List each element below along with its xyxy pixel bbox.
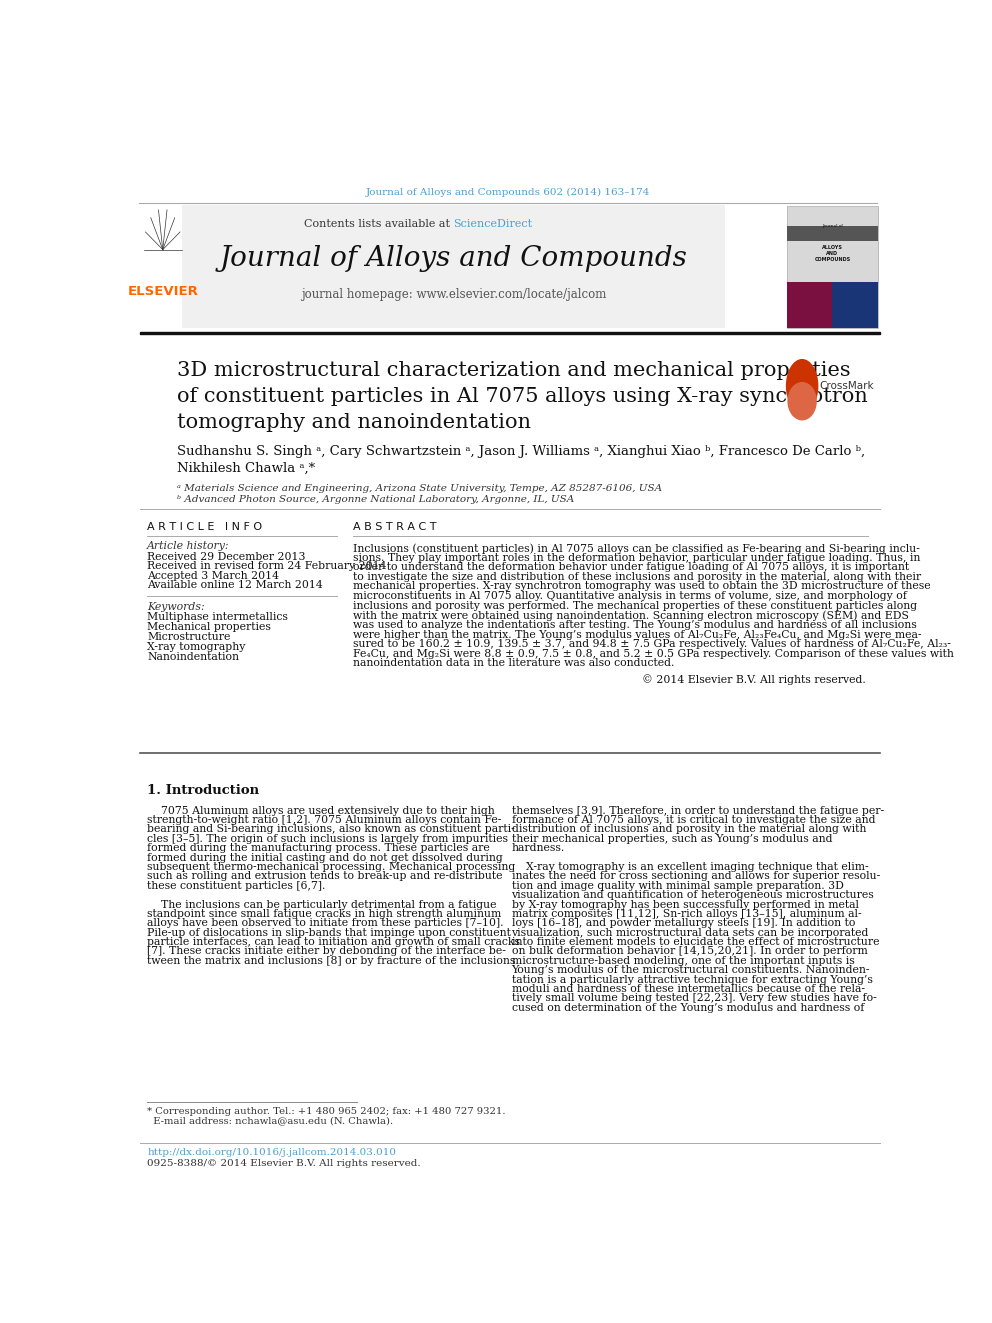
- Text: visualization and quantification of heterogeneous microstructures: visualization and quantification of hete…: [512, 890, 874, 900]
- Text: http://dx.doi.org/10.1016/j.jallcom.2014.03.010: http://dx.doi.org/10.1016/j.jallcom.2014…: [147, 1148, 396, 1158]
- Bar: [140, 205, 183, 328]
- Text: 1. Introduction: 1. Introduction: [147, 785, 259, 796]
- Text: The inclusions can be particularly detrimental from a fatigue: The inclusions can be particularly detri…: [147, 900, 497, 909]
- Text: distribution of inclusions and porosity in the material along with: distribution of inclusions and porosity …: [512, 824, 866, 835]
- Text: Inclusions (constituent particles) in Al 7075 alloys can be classified as Fe-bea: Inclusions (constituent particles) in Al…: [352, 542, 920, 553]
- Text: order to understand the deformation behavior under fatigue loading of Al 7075 al: order to understand the deformation beha…: [352, 562, 909, 573]
- Text: Nanoindentation: Nanoindentation: [147, 652, 239, 663]
- Text: CrossMark: CrossMark: [819, 381, 874, 390]
- Text: tion and image quality with minimal sample preparation. 3D: tion and image quality with minimal samp…: [512, 881, 843, 890]
- Text: hardness.: hardness.: [512, 843, 564, 853]
- Text: formance of Al 7075 alloys, it is critical to investigate the size and: formance of Al 7075 alloys, it is critic…: [512, 815, 875, 826]
- Text: with the matrix were obtained using nanoindentation. Scanning electron microscop: with the matrix were obtained using nano…: [352, 610, 909, 620]
- Text: Pile-up of dislocations in slip-bands that impinge upon constituent: Pile-up of dislocations in slip-bands th…: [147, 927, 511, 938]
- Text: their mechanical properties, such as Young’s modulus and: their mechanical properties, such as You…: [512, 833, 832, 844]
- Text: Nikhilesh Chawla ᵃ,*: Nikhilesh Chawla ᵃ,*: [177, 462, 314, 475]
- Text: formed during the initial casting and do not get dissolved during: formed during the initial casting and do…: [147, 852, 503, 863]
- Text: tation is a particularly attractive technique for extracting Young’s: tation is a particularly attractive tech…: [512, 975, 872, 984]
- Text: alloys have been observed to initiate from these particles [7–10].: alloys have been observed to initiate fr…: [147, 918, 504, 929]
- Text: loys [16–18], and powder metallurgy steels [19]. In addition to: loys [16–18], and powder metallurgy stee…: [512, 918, 855, 929]
- Text: standpoint since small fatigue cracks in high strength aluminum: standpoint since small fatigue cracks in…: [147, 909, 502, 919]
- Text: X-ray tomography: X-ray tomography: [147, 643, 246, 652]
- Text: ᵃ Materials Science and Engineering, Arizona State University, Tempe, AZ 85287-6: ᵃ Materials Science and Engineering, Ari…: [177, 484, 662, 492]
- Text: Journal of Alloys and Compounds: Journal of Alloys and Compounds: [219, 245, 687, 273]
- Text: such as rolling and extrusion tends to break-up and re-distribute: such as rolling and extrusion tends to b…: [147, 872, 503, 881]
- Text: matrix composites [11,12], Sn-rich alloys [13–15], aluminum al-: matrix composites [11,12], Sn-rich alloy…: [512, 909, 861, 919]
- Text: ᵇ Advanced Photon Source, Argonne National Laboratory, Argonne, IL, USA: ᵇ Advanced Photon Source, Argonne Nation…: [177, 495, 574, 504]
- Text: A B S T R A C T: A B S T R A C T: [352, 523, 436, 532]
- Text: X-ray tomography is an excellent imaging technique that elim-: X-ray tomography is an excellent imaging…: [512, 861, 868, 872]
- Text: Mechanical properties: Mechanical properties: [147, 622, 271, 632]
- Text: inates the need for cross sectioning and allows for superior resolu-: inates the need for cross sectioning and…: [512, 872, 880, 881]
- Text: sured to be 160.2 ± 10.9, 139.5 ± 3.7, and 94.8 ± 7.5 GPa respectively. Values o: sured to be 160.2 ± 10.9, 139.5 ± 3.7, a…: [352, 639, 950, 650]
- Text: * Corresponding author. Tel.: +1 480 965 2402; fax: +1 480 727 9321.: * Corresponding author. Tel.: +1 480 965…: [147, 1107, 506, 1117]
- Text: ELSEVIER: ELSEVIER: [127, 284, 198, 298]
- Ellipse shape: [786, 359, 818, 413]
- Text: themselves [3,9]. Therefore, in order to understand the fatigue per-: themselves [3,9]. Therefore, in order to…: [512, 806, 884, 815]
- Text: on bulk deformation behavior [14,15,20,21]. In order to perform: on bulk deformation behavior [14,15,20,2…: [512, 946, 867, 957]
- Text: Accepted 3 March 2014: Accepted 3 March 2014: [147, 570, 280, 581]
- Text: particle interfaces, can lead to initiation and growth of small cracks: particle interfaces, can lead to initiat…: [147, 937, 520, 947]
- Text: microstructure-based modeling, one of the important inputs is: microstructure-based modeling, one of th…: [512, 955, 854, 966]
- Text: Journal of: Journal of: [822, 225, 843, 229]
- Text: strength-to-weight ratio [1,2]. 7075 Aluminum alloys contain Fe-: strength-to-weight ratio [1,2]. 7075 Alu…: [147, 815, 502, 826]
- Text: subsequent thermo-mechanical processing. Mechanical processing: subsequent thermo-mechanical processing.…: [147, 861, 516, 872]
- Bar: [183, 205, 724, 328]
- Text: A R T I C L E   I N F O: A R T I C L E I N F O: [147, 523, 262, 532]
- Text: Received 29 December 2013: Received 29 December 2013: [147, 552, 306, 562]
- Text: Contents lists available at: Contents lists available at: [304, 218, 453, 229]
- Text: was used to analyze the indentations after testing. The Young’s modulus and hard: was used to analyze the indentations aft…: [352, 620, 917, 630]
- Text: of constituent particles in Al 7075 alloys using X-ray synchrotron: of constituent particles in Al 7075 allo…: [177, 386, 867, 406]
- Text: to investigate the size and distribution of these inclusions and porosity in the: to investigate the size and distribution…: [352, 572, 921, 582]
- Text: Available online 12 March 2014: Available online 12 March 2014: [147, 579, 323, 590]
- Text: ScienceDirect: ScienceDirect: [453, 218, 533, 229]
- Text: [7]. These cracks initiate either by debonding of the interface be-: [7]. These cracks initiate either by deb…: [147, 946, 506, 957]
- Text: journal homepage: www.elsevier.com/locate/jalcom: journal homepage: www.elsevier.com/locat…: [301, 288, 606, 302]
- Text: Microstructure: Microstructure: [147, 632, 230, 642]
- Text: cused on determination of the Young’s modulus and hardness of: cused on determination of the Young’s mo…: [512, 1003, 864, 1013]
- Text: microconstituents in Al 7075 alloy. Quantitative analysis in terms of volume, si: microconstituents in Al 7075 alloy. Quan…: [352, 591, 907, 601]
- Text: formed during the manufacturing process. These particles are: formed during the manufacturing process.…: [147, 843, 490, 853]
- Text: 7075 Aluminum alloys are used extensively due to their high: 7075 Aluminum alloys are used extensivel…: [147, 806, 495, 815]
- Bar: [787, 226, 878, 241]
- Text: visualization, such microstructural data sets can be incorporated: visualization, such microstructural data…: [512, 927, 869, 938]
- Text: into finite element models to elucidate the effect of microstructure: into finite element models to elucidate …: [512, 937, 879, 947]
- Text: moduli and hardness of these intermetallics because of the rela-: moduli and hardness of these intermetall…: [512, 984, 864, 994]
- Text: tween the matrix and inclusions [8] or by fracture of the inclusions: tween the matrix and inclusions [8] or b…: [147, 955, 516, 966]
- Text: sions. They play important roles in the deformation behavior, particular under f: sions. They play important roles in the …: [352, 553, 920, 562]
- Bar: [140, 332, 880, 335]
- Text: © 2014 Elsevier B.V. All rights reserved.: © 2014 Elsevier B.V. All rights reserved…: [642, 675, 866, 685]
- Text: E-mail address: nchawla@asu.edu (N. Chawla).: E-mail address: nchawla@asu.edu (N. Chaw…: [147, 1117, 394, 1126]
- Text: Young’s modulus of the microstructural constituents. Nanoinden-: Young’s modulus of the microstructural c…: [512, 966, 870, 975]
- Text: bearing and Si-bearing inclusions, also known as constituent parti-: bearing and Si-bearing inclusions, also …: [147, 824, 515, 835]
- Text: tomography and nanoindentation: tomography and nanoindentation: [177, 413, 531, 431]
- Text: inclusions and porosity was performed. The mechanical properties of these consti: inclusions and porosity was performed. T…: [352, 601, 917, 611]
- Text: cles [3–5]. The origin of such inclusions is largely from impurities: cles [3–5]. The origin of such inclusion…: [147, 833, 508, 844]
- Text: Multiphase intermetallics: Multiphase intermetallics: [147, 613, 288, 622]
- Text: 3D microstructural characterization and mechanical properties: 3D microstructural characterization and …: [177, 360, 850, 380]
- Bar: [832, 282, 878, 328]
- Text: mechanical properties. X-ray synchrotron tomography was used to obtain the 3D mi: mechanical properties. X-ray synchrotron…: [352, 582, 930, 591]
- Text: Fe₄Cu, and Mg₂Si were 8.8 ± 0.9, 7.5 ± 0.8, and 5.2 ± 0.5 GPa respectively. Comp: Fe₄Cu, and Mg₂Si were 8.8 ± 0.9, 7.5 ± 0…: [352, 648, 953, 659]
- Ellipse shape: [788, 382, 816, 421]
- Text: Sudhanshu S. Singh ᵃ, Cary Schwartzstein ᵃ, Jason J. Williams ᵃ, Xianghui Xiao ᵇ: Sudhanshu S. Singh ᵃ, Cary Schwartzstein…: [177, 446, 865, 458]
- Text: Article history:: Article history:: [147, 541, 230, 552]
- Text: ALLOYS
AND
COMPOUNDS: ALLOYS AND COMPOUNDS: [814, 246, 850, 262]
- Text: nanoindentation data in the literature was also conducted.: nanoindentation data in the literature w…: [352, 659, 674, 668]
- Text: 0925-8388/© 2014 Elsevier B.V. All rights reserved.: 0925-8388/© 2014 Elsevier B.V. All right…: [147, 1159, 421, 1168]
- Text: tively small volume being tested [22,23]. Very few studies have fo-: tively small volume being tested [22,23]…: [512, 994, 876, 1003]
- Text: these constituent particles [6,7].: these constituent particles [6,7].: [147, 881, 325, 890]
- Bar: [787, 282, 832, 328]
- Text: by X-ray tomography has been successfully performed in metal: by X-ray tomography has been successfull…: [512, 900, 858, 909]
- Text: were higher than the matrix. The Young’s modulus values of Al₇Cu₂Fe, Al₂₃Fe₄Cu, : were higher than the matrix. The Young’s…: [352, 630, 922, 639]
- Bar: [787, 206, 878, 328]
- Text: Journal of Alloys and Compounds 602 (2014) 163–174: Journal of Alloys and Compounds 602 (201…: [366, 188, 651, 197]
- Text: Received in revised form 24 February 2014: Received in revised form 24 February 201…: [147, 561, 387, 572]
- Text: Keywords:: Keywords:: [147, 602, 205, 611]
